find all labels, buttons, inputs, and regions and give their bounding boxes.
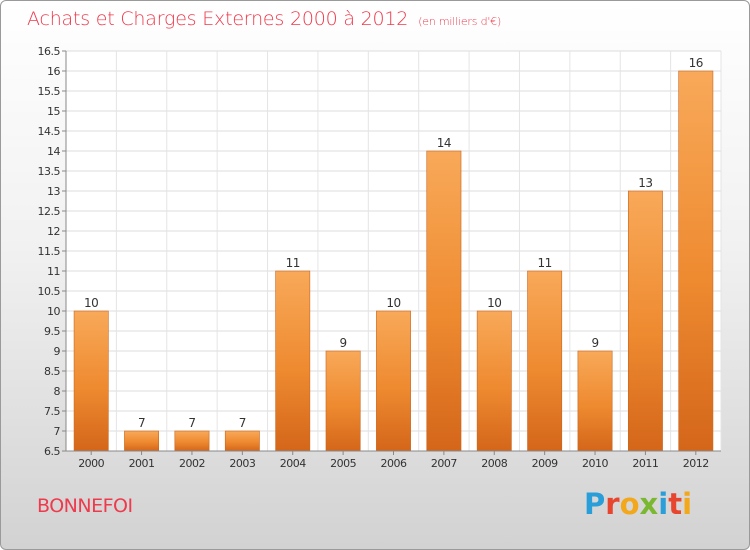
- x-tick-label: 2008: [481, 457, 507, 470]
- data-label: 14: [437, 136, 451, 150]
- bar-2004: [275, 270, 311, 452]
- bar-2005: [325, 350, 361, 452]
- x-tick-label: 2006: [381, 457, 407, 470]
- y-tick-label: 13.5: [38, 165, 61, 178]
- data-label: 7: [239, 416, 246, 430]
- y-tick-label: 8: [54, 385, 61, 398]
- y-tick-label: 12.5: [38, 205, 61, 218]
- logo-letter: x: [639, 487, 659, 521]
- x-tick-label: 2002: [179, 457, 205, 470]
- y-tick-label: 8.5: [44, 365, 60, 378]
- data-label: 10: [84, 296, 98, 310]
- logo-letter: r: [605, 487, 620, 521]
- y-tick-label: 7.5: [44, 405, 60, 418]
- bar-2007: [426, 150, 462, 452]
- bar-2001: [124, 430, 160, 452]
- x-tick-label: 2010: [582, 457, 608, 470]
- data-label: 13: [638, 176, 652, 190]
- y-tick-label: 14.5: [38, 125, 61, 138]
- x-tick-label: 2003: [229, 457, 255, 470]
- x-tick-label: 2011: [632, 457, 658, 470]
- y-tick-label: 16.5: [38, 45, 61, 58]
- commune-name: BONNEFOI: [37, 495, 133, 517]
- y-tick-label: 16: [47, 65, 60, 78]
- y-tick-label: 11.5: [38, 245, 61, 258]
- y-tick-label: 14: [47, 145, 60, 158]
- x-tick-label: 2004: [280, 457, 306, 470]
- bar-2006: [376, 310, 411, 452]
- y-tick-label: 12: [47, 225, 60, 238]
- y-tick-label: 11: [47, 265, 60, 278]
- y-tick-label: 10.5: [38, 285, 61, 298]
- x-tick-label: 2007: [431, 457, 457, 470]
- y-tick-label: 9.5: [44, 325, 60, 338]
- data-label: 7: [188, 416, 195, 430]
- data-label: 10: [386, 296, 400, 310]
- data-label: 10: [487, 296, 501, 310]
- data-label: 16: [689, 56, 703, 70]
- bar-2003: [224, 430, 260, 452]
- proxiti-logo: Proxiti: [584, 487, 692, 521]
- y-tick-label: 6.5: [44, 445, 60, 458]
- bar-2010: [577, 350, 613, 452]
- y-tick-label: 10: [47, 305, 60, 318]
- y-tick-label: 7: [54, 425, 61, 438]
- chart-title: Achats et Charges Externes 2000 à 2012 (e…: [27, 8, 501, 30]
- logo-letter: i: [658, 487, 669, 521]
- logo-letter: P: [584, 487, 606, 521]
- x-tick-label: 2005: [330, 457, 356, 470]
- x-tick-label: 2012: [683, 457, 709, 470]
- data-label: 9: [340, 336, 347, 350]
- bar-2012: [678, 70, 714, 452]
- data-label: 11: [286, 256, 300, 270]
- chart-title-text: Achats et Charges Externes 2000 à 2012: [27, 8, 409, 30]
- y-tick-label: 15: [47, 105, 60, 118]
- chart-unit: (en milliers d'€): [418, 15, 502, 28]
- bar-2011: [627, 190, 663, 452]
- x-tick-label: 2001: [129, 457, 155, 470]
- y-tick-label: 13: [47, 185, 60, 198]
- y-tick-label: 9: [54, 345, 61, 358]
- bar-2008: [476, 310, 512, 452]
- y-tick-label: 15.5: [38, 85, 61, 98]
- x-tick-label: 2009: [532, 457, 558, 470]
- data-label: 11: [538, 256, 552, 270]
- bar-2009: [527, 270, 563, 452]
- logo-letter: t: [668, 487, 683, 521]
- bar-2002: [174, 430, 210, 452]
- data-label: 9: [591, 336, 598, 350]
- data-label: 7: [138, 416, 145, 430]
- logo-letter: i: [682, 487, 693, 521]
- logo-letter: o: [619, 487, 640, 521]
- bar-2000: [73, 310, 109, 452]
- x-tick-label: 2000: [78, 457, 104, 470]
